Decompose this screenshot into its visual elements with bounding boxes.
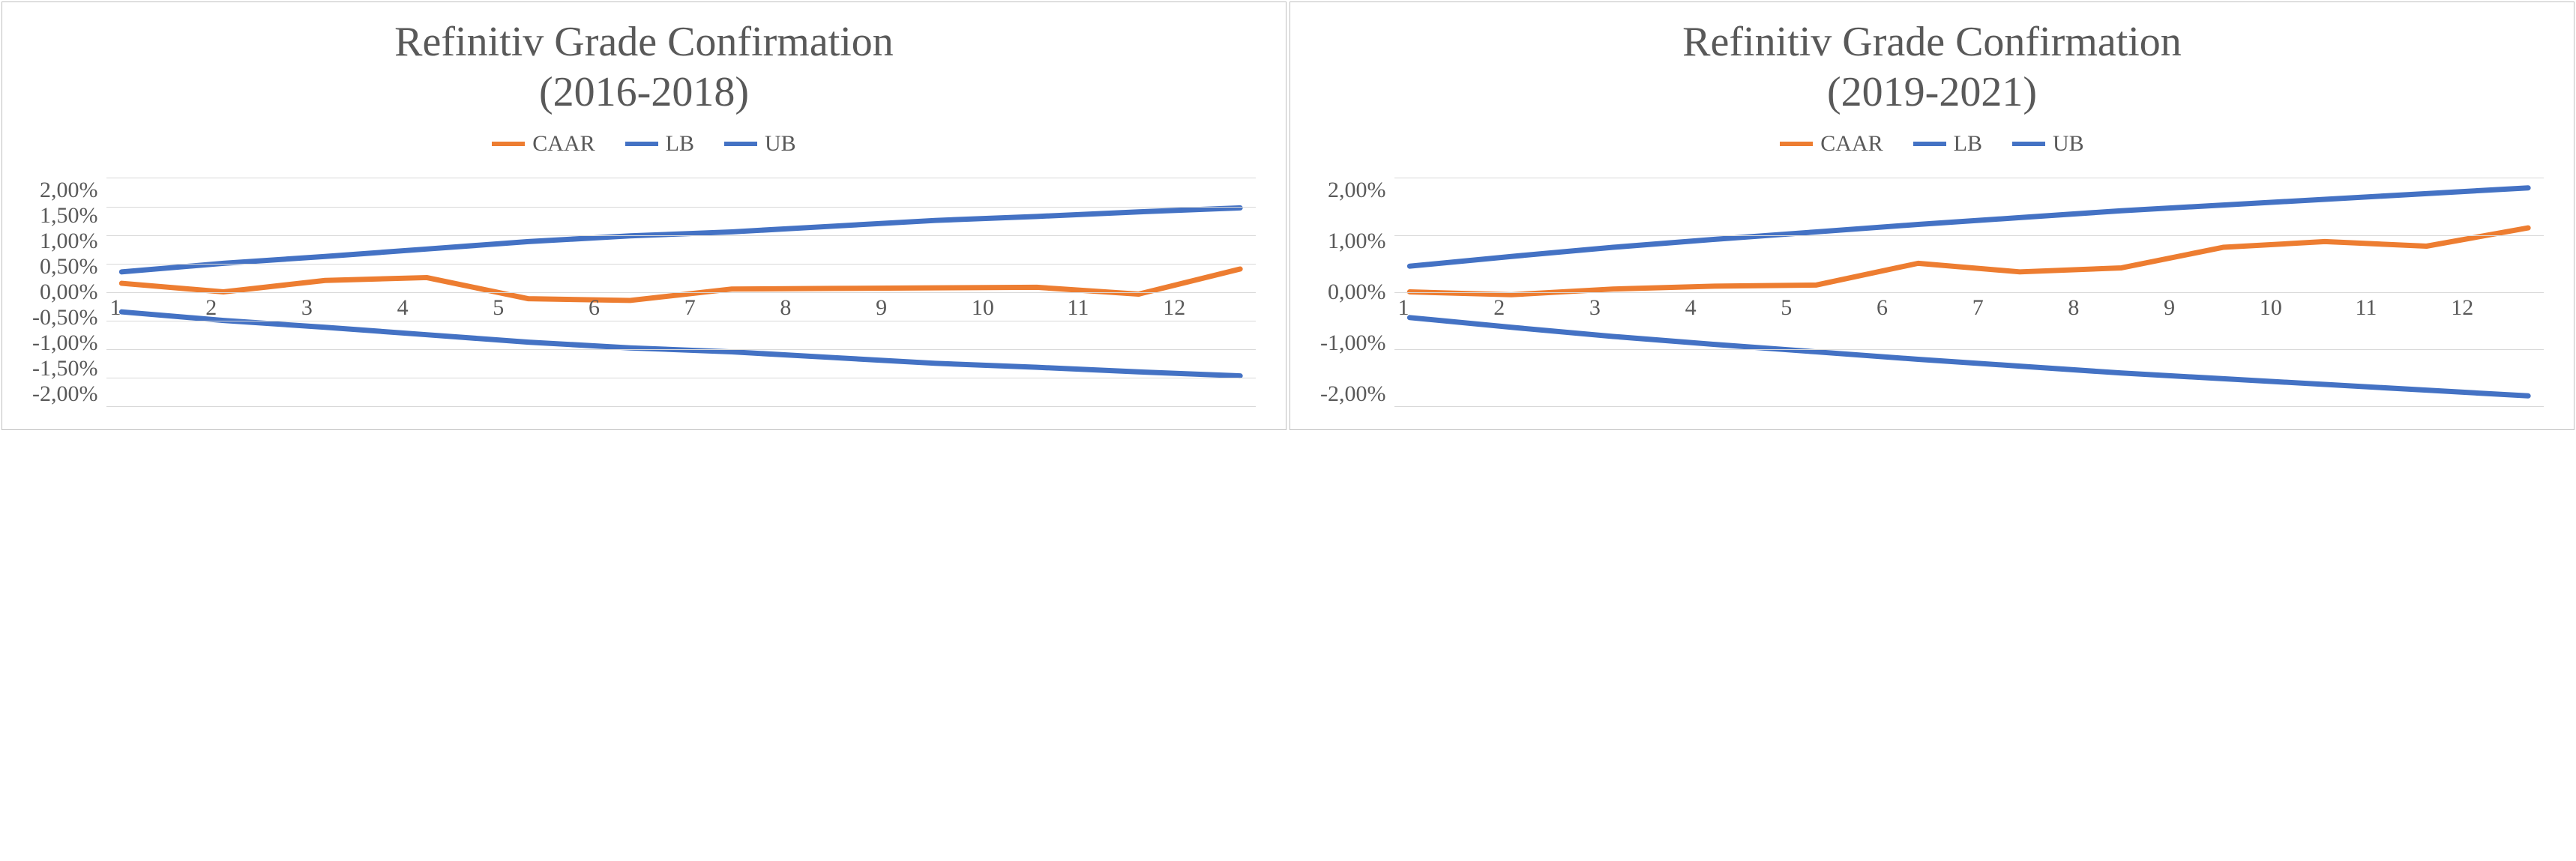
chart-panel-right: Refinitiv Grade Confirmation (2019-2021)… bbox=[1289, 1, 2575, 430]
chart-area: 2,00%1,50%1,00%0,50%0,00%-0,50%-1,00%-1,… bbox=[32, 178, 1256, 407]
x-tick-label: 8 bbox=[777, 295, 873, 321]
x-axis: 123456789101112 bbox=[1394, 295, 2544, 321]
title-line2: (2016-2018) bbox=[539, 69, 749, 115]
legend-swatch-icon bbox=[724, 142, 757, 146]
gridline bbox=[106, 207, 1256, 208]
x-tick-label: 8 bbox=[2065, 295, 2161, 321]
gridline bbox=[106, 235, 1256, 236]
x-tick-label: 4 bbox=[1682, 295, 1778, 321]
title-line2: (2019-2021) bbox=[1827, 69, 2037, 115]
x-tick-label: 11 bbox=[2353, 295, 2449, 321]
y-tick-label: 2,00% bbox=[40, 178, 98, 203]
chart-title: Refinitiv Grade Confirmation (2016-2018) bbox=[394, 17, 894, 118]
legend-label: UB bbox=[2053, 131, 2084, 157]
gridline bbox=[106, 349, 1256, 350]
legend-item-lb: LB bbox=[625, 131, 694, 157]
chart-panel-left: Refinitiv Grade Confirmation (2016-2018)… bbox=[1, 1, 1287, 430]
chart-title: Refinitiv Grade Confirmation (2019-2021) bbox=[1682, 17, 2182, 118]
legend-swatch-icon bbox=[1780, 142, 1813, 146]
x-tick-label: 4 bbox=[394, 295, 490, 321]
legend-item-caar: CAAR bbox=[492, 131, 595, 157]
y-tick-label: 0,50% bbox=[40, 254, 98, 280]
legend-label: LB bbox=[666, 131, 694, 157]
x-tick-label: 10 bbox=[2257, 295, 2353, 321]
y-tick-label: -2,00% bbox=[32, 381, 97, 407]
gridline bbox=[1394, 406, 2544, 407]
y-tick-label: 1,00% bbox=[40, 229, 98, 254]
gridline bbox=[1394, 292, 2544, 293]
gridline bbox=[1394, 349, 2544, 350]
series-line bbox=[1410, 318, 2529, 396]
x-tick-label: 7 bbox=[1969, 295, 2065, 321]
legend-label: CAAR bbox=[1820, 131, 1883, 157]
x-tick-label: 1 bbox=[106, 295, 202, 321]
plot: 123456789101112 bbox=[106, 178, 1256, 407]
legend-swatch-icon bbox=[1913, 142, 1946, 146]
legend: CAAR LB UB bbox=[1780, 131, 2083, 157]
x-tick-label: 5 bbox=[1778, 295, 1874, 321]
plot-wrap: 123456789101112 bbox=[1394, 178, 2544, 407]
x-tick-label: 11 bbox=[1065, 295, 1161, 321]
legend-swatch-icon bbox=[625, 142, 658, 146]
series-line bbox=[122, 312, 1241, 376]
legend-item-ub: UB bbox=[724, 131, 796, 157]
x-tick-label: 5 bbox=[490, 295, 586, 321]
x-axis: 123456789101112 bbox=[106, 295, 1256, 321]
title-line1: Refinitiv Grade Confirmation bbox=[1682, 19, 2182, 65]
legend: CAAR LB UB bbox=[492, 131, 795, 157]
x-tick-label: 1 bbox=[1394, 295, 1490, 321]
gridline bbox=[106, 292, 1256, 293]
legend-item-ub: UB bbox=[2012, 131, 2084, 157]
y-tick-label: -1,50% bbox=[32, 356, 97, 381]
series-line bbox=[1410, 188, 2529, 266]
y-tick-label: 1,00% bbox=[1328, 229, 1386, 254]
series-line bbox=[1410, 228, 2529, 294]
x-tick-label: 3 bbox=[1586, 295, 1682, 321]
y-tick-label: -1,00% bbox=[1320, 330, 1385, 356]
plot: 123456789101112 bbox=[1394, 178, 2544, 407]
gridline bbox=[106, 264, 1256, 265]
y-tick-label: -1,00% bbox=[32, 330, 97, 356]
legend-swatch-icon bbox=[2012, 142, 2045, 146]
legend-item-lb: LB bbox=[1913, 131, 1982, 157]
x-tick-label: 6 bbox=[1874, 295, 1969, 321]
title-line1: Refinitiv Grade Confirmation bbox=[394, 19, 894, 65]
gridline bbox=[1394, 235, 2544, 236]
series-line bbox=[122, 208, 1241, 272]
x-tick-label: 2 bbox=[202, 295, 298, 321]
legend-swatch-icon bbox=[492, 142, 525, 146]
y-tick-label: 0,00% bbox=[1328, 280, 1386, 305]
gridline bbox=[106, 406, 1256, 407]
y-tick-label: 0,00% bbox=[40, 280, 98, 305]
x-tick-label: 12 bbox=[1160, 295, 1256, 321]
x-tick-label: 6 bbox=[586, 295, 681, 321]
legend-item-caar: CAAR bbox=[1780, 131, 1883, 157]
x-tick-label: 10 bbox=[969, 295, 1065, 321]
y-tick-label: 1,50% bbox=[40, 203, 98, 229]
y-axis: 2,00% 1,00% 0,00% -1,00% -2,00% bbox=[1320, 178, 1394, 407]
legend-label: LB bbox=[1954, 131, 1982, 157]
x-tick-label: 3 bbox=[298, 295, 394, 321]
chart-area: 2,00%1,00%0,00%-1,00%-2,00% 123456789101… bbox=[1320, 178, 2544, 407]
legend-label: UB bbox=[765, 131, 796, 157]
x-tick-label: 12 bbox=[2448, 295, 2544, 321]
legend-label: CAAR bbox=[532, 131, 595, 157]
x-tick-label: 2 bbox=[1490, 295, 1586, 321]
y-tick-label: -2,00% bbox=[1320, 381, 1385, 407]
y-tick-label: 2,00% bbox=[1328, 178, 1386, 203]
x-tick-label: 9 bbox=[2161, 295, 2257, 321]
y-axis: 2,00%1,50%1,00%0,50%0,00%-0,50%-1,00%-1,… bbox=[32, 178, 106, 407]
plot-wrap: 123456789101112 bbox=[106, 178, 1256, 407]
x-tick-label: 9 bbox=[873, 295, 969, 321]
x-tick-label: 7 bbox=[681, 295, 777, 321]
y-tick-label: -0,50% bbox=[32, 305, 97, 330]
